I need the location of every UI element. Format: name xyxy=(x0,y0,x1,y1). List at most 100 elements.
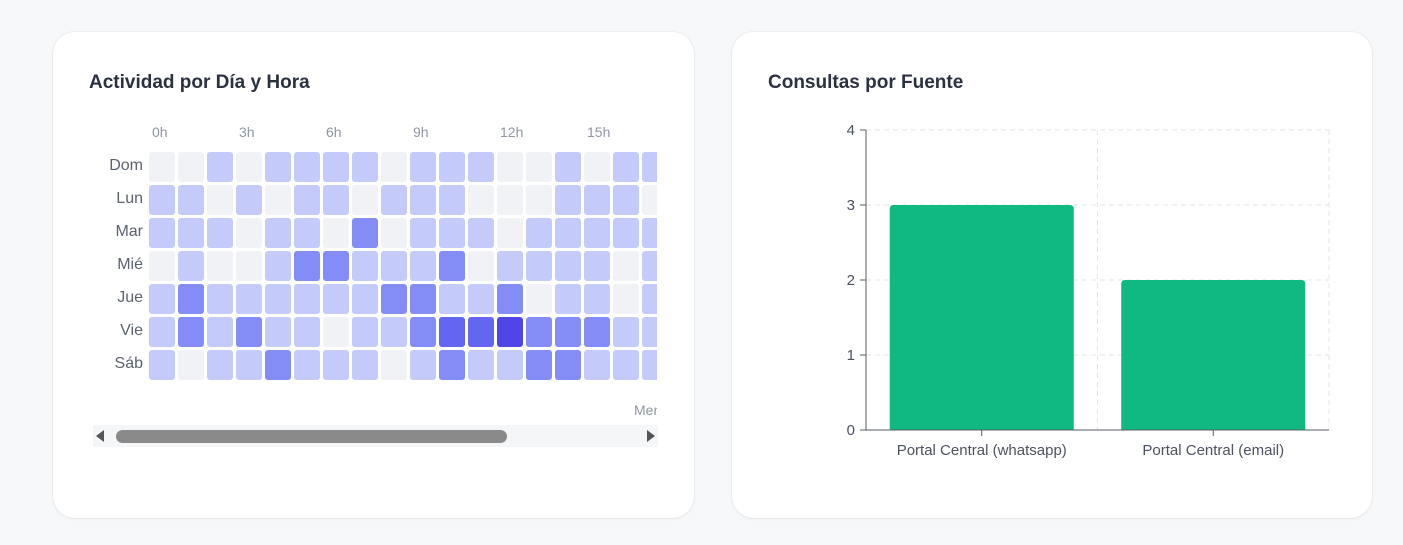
heatmap-cell[interactable] xyxy=(584,218,610,248)
heatmap-cell[interactable] xyxy=(468,251,494,281)
heatmap-cell[interactable] xyxy=(410,152,436,182)
heatmap-cell[interactable] xyxy=(149,152,175,182)
heatmap-cell[interactable] xyxy=(381,218,407,248)
heatmap-cell[interactable] xyxy=(294,185,320,215)
heatmap-cell[interactable] xyxy=(236,350,262,380)
heatmap-cell[interactable] xyxy=(555,218,581,248)
heatmap-cell[interactable] xyxy=(555,284,581,314)
heatmap-cell[interactable] xyxy=(497,350,523,380)
heatmap-cell[interactable] xyxy=(555,350,581,380)
heatmap-cell[interactable] xyxy=(265,251,291,281)
heatmap-cell[interactable] xyxy=(294,218,320,248)
heatmap-cell[interactable] xyxy=(352,317,378,347)
heatmap-cell[interactable] xyxy=(584,251,610,281)
heatmap-cell[interactable] xyxy=(439,218,465,248)
heatmap-cell[interactable] xyxy=(642,284,657,314)
heatmap-cell[interactable] xyxy=(352,218,378,248)
heatmap-cell[interactable] xyxy=(149,284,175,314)
heatmap-cell[interactable] xyxy=(497,317,523,347)
heatmap-cell[interactable] xyxy=(236,251,262,281)
heatmap-cell[interactable] xyxy=(497,185,523,215)
heatmap-cell[interactable] xyxy=(294,284,320,314)
heatmap-cell[interactable] xyxy=(178,152,204,182)
heatmap-cell[interactable] xyxy=(439,350,465,380)
heatmap-cell[interactable] xyxy=(497,284,523,314)
heatmap-cell[interactable] xyxy=(236,218,262,248)
heatmap-cell[interactable] xyxy=(323,152,349,182)
heatmap-cell[interactable] xyxy=(294,152,320,182)
heatmap-cell[interactable] xyxy=(352,152,378,182)
heatmap-cell[interactable] xyxy=(294,350,320,380)
heatmap-cell[interactable] xyxy=(439,152,465,182)
heatmap-cell[interactable] xyxy=(236,317,262,347)
heatmap-cell[interactable] xyxy=(497,152,523,182)
heatmap-cell[interactable] xyxy=(236,284,262,314)
heatmap-cell[interactable] xyxy=(642,317,657,347)
heatmap-cell[interactable] xyxy=(381,185,407,215)
heatmap-cell[interactable] xyxy=(613,218,639,248)
heatmap-cell[interactable] xyxy=(642,152,657,182)
heatmap-cell[interactable] xyxy=(584,284,610,314)
heatmap-cell[interactable] xyxy=(410,251,436,281)
heatmap-cell[interactable] xyxy=(207,152,233,182)
heatmap-cell[interactable] xyxy=(468,317,494,347)
heatmap-cell[interactable] xyxy=(468,218,494,248)
heatmap-cell[interactable] xyxy=(178,185,204,215)
heatmap-cell[interactable] xyxy=(613,251,639,281)
heatmap-cell[interactable] xyxy=(323,218,349,248)
heatmap-cell[interactable] xyxy=(613,350,639,380)
heatmap-cell[interactable] xyxy=(207,218,233,248)
heatmap-cell[interactable] xyxy=(642,185,657,215)
heatmap-cell[interactable] xyxy=(352,251,378,281)
heatmap-cell[interactable] xyxy=(642,350,657,380)
scroll-left-arrow-icon[interactable] xyxy=(96,430,104,442)
heatmap-cell[interactable] xyxy=(497,251,523,281)
heatmap-cell[interactable] xyxy=(584,350,610,380)
heatmap-cell[interactable] xyxy=(526,350,552,380)
heatmap-cell[interactable] xyxy=(352,350,378,380)
heatmap-cell[interactable] xyxy=(352,185,378,215)
heatmap-cell[interactable] xyxy=(178,218,204,248)
heatmap-cell[interactable] xyxy=(526,185,552,215)
heatmap-cell[interactable] xyxy=(439,185,465,215)
heatmap-cell[interactable] xyxy=(207,350,233,380)
heatmap-cell[interactable] xyxy=(584,185,610,215)
heatmap-cell[interactable] xyxy=(555,152,581,182)
heatmap-cell[interactable] xyxy=(178,350,204,380)
heatmap-cell[interactable] xyxy=(410,218,436,248)
heatmap-cell[interactable] xyxy=(149,218,175,248)
heatmap-cell[interactable] xyxy=(642,218,657,248)
heatmap-cell[interactable] xyxy=(381,317,407,347)
heatmap-cell[interactable] xyxy=(352,284,378,314)
heatmap-cell[interactable] xyxy=(410,284,436,314)
heatmap-cell[interactable] xyxy=(265,218,291,248)
heatmap-cell[interactable] xyxy=(642,251,657,281)
heatmap-cell[interactable] xyxy=(207,284,233,314)
heatmap-cell[interactable] xyxy=(410,350,436,380)
heatmap-cell[interactable] xyxy=(555,185,581,215)
horizontal-scrollbar[interactable] xyxy=(93,425,658,447)
heatmap-cell[interactable] xyxy=(178,284,204,314)
heatmap-cell[interactable] xyxy=(149,350,175,380)
heatmap-cell[interactable] xyxy=(410,185,436,215)
heatmap-cell[interactable] xyxy=(381,251,407,281)
heatmap-cell[interactable] xyxy=(207,185,233,215)
heatmap-cell[interactable] xyxy=(265,350,291,380)
bar[interactable] xyxy=(1121,280,1306,430)
heatmap-cell[interactable] xyxy=(207,251,233,281)
heatmap-cell[interactable] xyxy=(381,284,407,314)
heatmap-cell[interactable] xyxy=(265,284,291,314)
heatmap-cell[interactable] xyxy=(555,317,581,347)
heatmap-cell[interactable] xyxy=(323,350,349,380)
scroll-thumb[interactable] xyxy=(116,430,507,443)
heatmap-cell[interactable] xyxy=(323,317,349,347)
heatmap-cell[interactable] xyxy=(381,152,407,182)
heatmap-cell[interactable] xyxy=(526,284,552,314)
heatmap-cell[interactable] xyxy=(265,185,291,215)
heatmap-cell[interactable] xyxy=(613,185,639,215)
heatmap-cell[interactable] xyxy=(236,185,262,215)
bar[interactable] xyxy=(889,205,1074,430)
heatmap-cell[interactable] xyxy=(468,350,494,380)
heatmap-cell[interactable] xyxy=(468,185,494,215)
heatmap-cell[interactable] xyxy=(613,284,639,314)
